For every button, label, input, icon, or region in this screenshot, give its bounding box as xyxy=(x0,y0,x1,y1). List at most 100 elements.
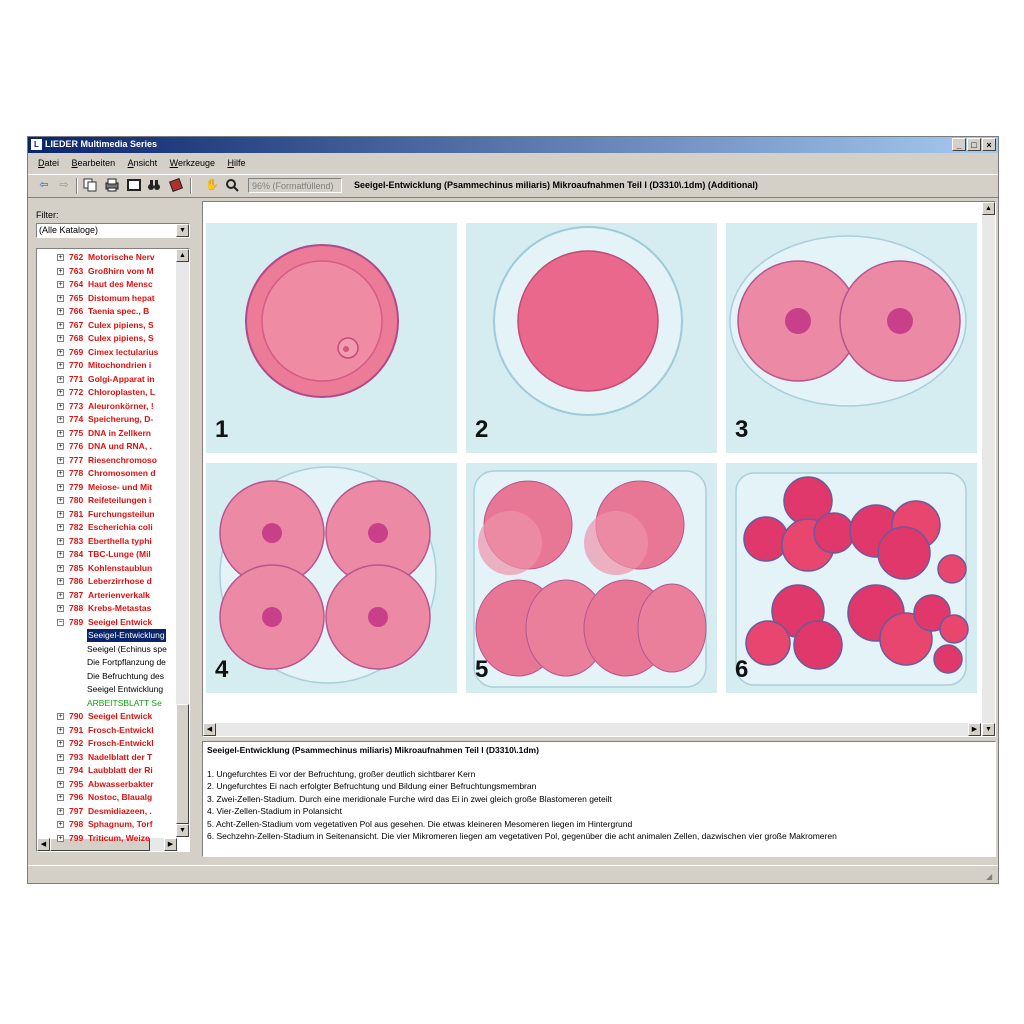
expand-icon[interactable]: + xyxy=(57,821,64,828)
expand-icon[interactable]: + xyxy=(57,362,64,369)
copy-icon[interactable] xyxy=(82,178,98,193)
expand-icon[interactable]: + xyxy=(57,443,64,450)
expand-icon[interactable]: + xyxy=(57,456,64,464)
tree-child-label: Seeigel-Entwicklung xyxy=(87,629,166,642)
description-list: 1. Ungefurchtes Ei vor der Befruchtung, … xyxy=(207,768,837,842)
menu-bearbeiten[interactable]: Bearbeiten xyxy=(71,158,116,168)
expand-icon[interactable]: + xyxy=(57,389,64,396)
expand-icon[interactable]: + xyxy=(57,375,64,383)
expand-icon[interactable]: + xyxy=(57,429,64,437)
expand-icon[interactable]: + xyxy=(57,780,64,788)
expand-icon[interactable]: + xyxy=(57,807,64,815)
close-button[interactable]: × xyxy=(982,138,996,151)
print-icon[interactable] xyxy=(104,178,120,193)
expand-icon[interactable]: + xyxy=(57,402,64,410)
micrograph-panel-4: 4 xyxy=(206,463,457,693)
tree-vertical-scrollbar[interactable]: ▲ ▼ xyxy=(176,249,189,837)
tree-item-number: 798 xyxy=(69,819,84,829)
expand-icon[interactable]: + xyxy=(57,348,64,356)
expand-icon[interactable]: + xyxy=(57,794,64,801)
expand-icon[interactable]: + xyxy=(57,767,64,774)
maximize-button[interactable]: □ xyxy=(967,138,981,151)
expand-icon[interactable]: + xyxy=(57,335,64,342)
zoom-field[interactable]: 96% (Formatfüllend) xyxy=(248,178,342,193)
expand-icon[interactable]: + xyxy=(57,321,64,329)
tree-item-number: 776 xyxy=(69,441,84,451)
tree-item-number: 766 xyxy=(69,306,84,316)
book-icon[interactable] xyxy=(168,177,184,193)
expand-icon[interactable]: + xyxy=(57,537,64,545)
scroll-left-button[interactable]: ◀ xyxy=(37,838,50,851)
description-item: 5. Acht-Zellen-Stadium vom vegetativen P… xyxy=(207,818,633,829)
hand-icon[interactable]: ✋ xyxy=(205,179,219,191)
expand-icon[interactable]: + xyxy=(57,483,64,491)
tree-item-label: Nadelblatt der T xyxy=(88,751,153,762)
expand-icon[interactable]: + xyxy=(57,510,64,518)
zoom-icon[interactable] xyxy=(224,178,240,193)
scroll-up-button[interactable]: ▲ xyxy=(176,249,189,262)
scroll-right-button[interactable]: ▶ xyxy=(968,723,981,736)
chevron-down-icon[interactable]: ▼ xyxy=(176,224,189,237)
menu-bar: Datei Bearbeiten Ansicht Werkzeuge Hilfe xyxy=(28,155,998,171)
tree-item-number: 787 xyxy=(69,589,84,600)
scroll-thumb[interactable] xyxy=(50,838,150,851)
menu-ansicht[interactable]: Ansicht xyxy=(127,158,158,168)
binoculars-icon[interactable] xyxy=(146,178,162,193)
description-pane[interactable]: Seeigel-Entwicklung (Psammechinus miliar… xyxy=(202,741,996,857)
tree-child-label: Seeigel Entwicklung xyxy=(87,684,164,694)
scroll-down-button[interactable]: ▼ xyxy=(176,824,189,837)
expand-icon[interactable]: + xyxy=(57,605,64,612)
tree-item-label: Haut des Mensc xyxy=(88,279,153,289)
expand-icon[interactable]: + xyxy=(57,308,64,315)
tree-item-label: Speicherung, D- xyxy=(88,414,154,424)
viewer-vertical-scrollbar[interactable]: ▲ ▼ xyxy=(982,202,995,736)
expand-icon[interactable]: + xyxy=(57,726,64,734)
title-bar[interactable]: L LIEDER Multimedia Series _ □ × xyxy=(28,137,998,153)
tree-item-number: 784 xyxy=(69,549,84,559)
expand-icon[interactable]: + xyxy=(57,267,64,275)
scroll-right-button[interactable]: ▶ xyxy=(164,838,177,851)
expand-icon[interactable]: + xyxy=(57,740,64,747)
menu-datei[interactable]: Datei xyxy=(38,158,60,168)
tree-item-number: 780 xyxy=(69,495,84,505)
tree-item-label: DNA in Zellkern xyxy=(88,427,151,438)
back-icon[interactable]: ⇦ xyxy=(39,179,49,191)
expand-icon[interactable]: + xyxy=(57,713,64,720)
expand-icon[interactable]: + xyxy=(57,524,64,531)
scroll-up-button[interactable]: ▲ xyxy=(982,202,995,215)
expand-icon[interactable]: + xyxy=(57,254,64,261)
tree-item-number: 797 xyxy=(69,805,84,816)
panel-number: 6 xyxy=(735,656,749,683)
menu-werkzeuge[interactable]: Werkzeuge xyxy=(169,158,216,168)
forward-icon[interactable]: ⇨ xyxy=(59,179,69,191)
expand-icon[interactable]: + xyxy=(57,281,64,288)
expand-icon[interactable]: + xyxy=(57,578,64,585)
collapse-icon[interactable]: − xyxy=(57,618,64,626)
expand-icon[interactable]: + xyxy=(57,470,64,477)
expand-icon[interactable]: + xyxy=(57,591,64,599)
app-icon[interactable]: L xyxy=(31,139,42,150)
expand-icon[interactable]: + xyxy=(57,497,64,504)
tree-item-number: 791 xyxy=(69,724,84,735)
panel-number: 4 xyxy=(215,656,229,683)
image-viewer[interactable]: ▲ ▼ 1 2 xyxy=(202,201,996,737)
catalog-tree[interactable]: ▲ ▼ ◀ ▶ +762 Motorische Nerv +763 Großhirn … xyxy=(36,248,190,852)
fullscreen-icon[interactable] xyxy=(126,178,142,193)
expand-icon[interactable]: + xyxy=(57,294,64,302)
tree-item-number: 782 xyxy=(69,522,84,532)
viewer-horizontal-scrollbar[interactable]: ◀ ▶ xyxy=(203,723,981,736)
filter-select[interactable]: (Alle Kataloge) ▼ xyxy=(36,223,190,238)
minimize-button[interactable]: _ xyxy=(952,138,966,151)
expand-icon[interactable]: + xyxy=(57,551,64,558)
tree-item-label: Distomum hepat xyxy=(88,292,155,303)
scroll-down-button[interactable]: ▼ xyxy=(982,723,995,736)
tree-horizontal-scrollbar[interactable]: ◀ ▶ xyxy=(37,838,177,851)
expand-icon[interactable]: + xyxy=(57,564,64,572)
menu-hilfe[interactable]: Hilfe xyxy=(227,158,246,168)
expand-icon[interactable]: + xyxy=(57,834,64,842)
scroll-thumb[interactable] xyxy=(176,704,189,824)
resize-grip-icon[interactable]: ◢ xyxy=(986,872,993,881)
expand-icon[interactable]: + xyxy=(57,753,64,761)
scroll-left-button[interactable]: ◀ xyxy=(203,723,216,736)
expand-icon[interactable]: + xyxy=(57,416,64,423)
